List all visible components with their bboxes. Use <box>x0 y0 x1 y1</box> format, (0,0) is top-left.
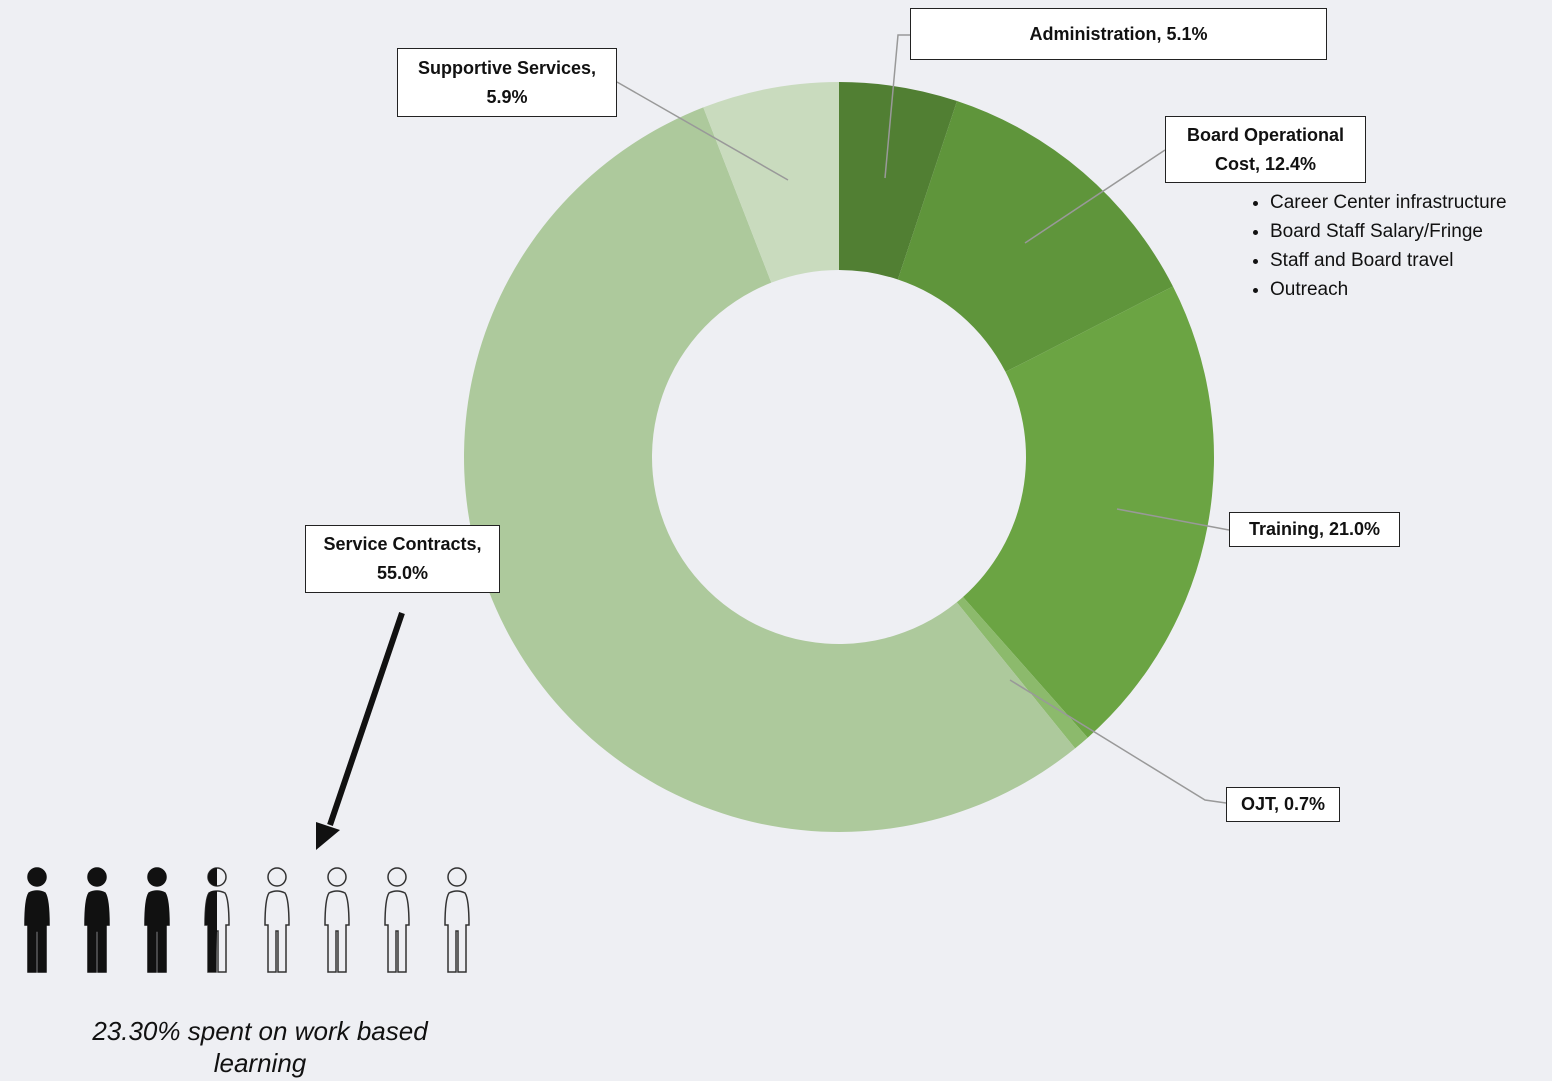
head <box>147 867 167 887</box>
person-icon <box>444 867 470 973</box>
arrow <box>327 612 405 826</box>
donut-slice <box>956 596 1088 749</box>
bullet-list: Career Center infrastructureBoard Staff … <box>1232 188 1507 304</box>
head <box>87 867 107 887</box>
half-fill <box>205 868 217 972</box>
head <box>447 867 467 887</box>
head <box>387 867 407 887</box>
leader-line <box>1024 149 1166 244</box>
donut-slice <box>963 286 1214 738</box>
data-label: Administration, 5.1% <box>910 8 1327 60</box>
data-label: Service Contracts, 55.0% <box>305 525 500 593</box>
leader-line <box>1009 679 1227 804</box>
bullet-item: Staff and Board travel <box>1270 246 1507 275</box>
person-icon <box>144 867 170 973</box>
annotation: 23.30% spent on work based learning <box>92 1016 428 1078</box>
person-icon <box>264 867 290 973</box>
person-icon <box>384 867 410 973</box>
body <box>24 890 50 973</box>
leader-line <box>884 34 910 179</box>
body <box>384 890 410 973</box>
donut-slice <box>839 82 958 280</box>
bullet-item: Career Center infrastructure <box>1270 188 1507 217</box>
data-label: Training, 21.0% <box>1229 512 1400 547</box>
data-label: Supportive Services, 5.9% <box>397 48 617 117</box>
body <box>144 890 170 973</box>
leader-line <box>616 81 789 181</box>
head <box>267 867 287 887</box>
person-icon <box>24 867 50 973</box>
body <box>264 890 290 973</box>
donut-slice <box>703 82 839 283</box>
data-label: Board Operational Cost, 12.4% <box>1165 116 1366 183</box>
head <box>327 867 347 887</box>
person-icon <box>84 867 110 973</box>
data-label: OJT, 0.7% <box>1226 787 1340 822</box>
head <box>27 867 47 887</box>
bullet-item: Outreach <box>1270 275 1507 304</box>
person-icon <box>204 867 230 973</box>
bullet-item: Board Staff Salary/Fringe <box>1270 217 1507 246</box>
body <box>324 890 350 973</box>
body <box>84 890 110 973</box>
arrow-head <box>316 822 340 850</box>
leader-line <box>1116 508 1230 531</box>
body <box>444 890 470 973</box>
donut-slice <box>464 107 1076 833</box>
person-icon <box>324 867 350 973</box>
